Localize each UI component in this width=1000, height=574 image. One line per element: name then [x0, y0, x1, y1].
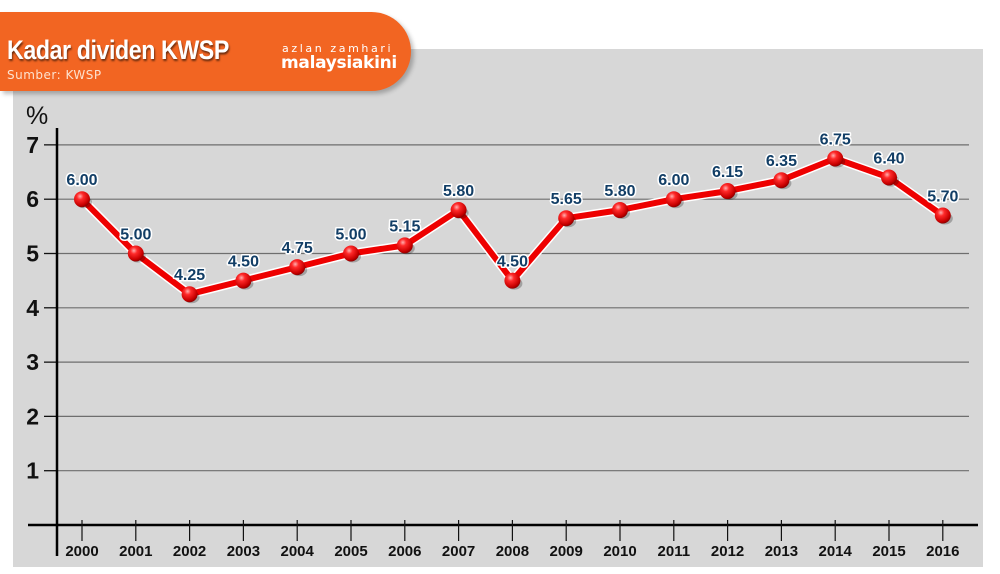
y-tick-label: 2: [26, 403, 39, 429]
data-label: 4.50: [228, 254, 259, 271]
data-point: [74, 191, 90, 208]
gridlines: [44, 144, 969, 472]
data-point: [235, 272, 252, 289]
data-label: 5.80: [443, 183, 474, 200]
data-point: [181, 286, 198, 303]
data-point: [289, 259, 306, 276]
data-point: [127, 245, 144, 262]
data-point: [450, 202, 467, 219]
data-label: 6.00: [66, 172, 97, 189]
y-tick-labels: 1 2 3 4 5 6 7: [26, 132, 39, 484]
x-tick-label: 2001: [119, 543, 152, 560]
x-tick-label: 2004: [281, 543, 315, 560]
data-point: [612, 202, 628, 219]
x-tick-label: 2011: [658, 543, 691, 560]
x-tick-label: 2002: [173, 543, 206, 560]
data-point: [719, 183, 736, 200]
data-point: [665, 191, 682, 208]
y-tick-label: 6: [26, 186, 39, 212]
data-label: 6.75: [820, 131, 851, 148]
chart-title: Kadar dividen KWSP: [7, 35, 229, 65]
data-point: [881, 169, 897, 186]
chart-source: Sumber: KWSP: [7, 68, 102, 82]
y-tick-label: 5: [26, 241, 39, 267]
axes: [28, 128, 978, 556]
x-tick-label: 2016: [926, 543, 959, 560]
x-tick-label: 2014: [819, 543, 853, 560]
x-tick-label: 2012: [711, 543, 744, 560]
data-points: [74, 150, 953, 304]
brand-logo: malaysiakini: [281, 53, 397, 73]
x-tick-label: 2008: [496, 543, 529, 560]
data-point: [343, 245, 359, 262]
data-label: 5.80: [604, 183, 635, 200]
data-label: 5.00: [335, 227, 366, 244]
x-tick-label: 2006: [388, 543, 421, 560]
x-tick-label: 2010: [603, 543, 636, 560]
data-point: [396, 237, 413, 254]
author-credit: azlan zamhari: [282, 42, 394, 55]
data-label: 5.65: [551, 191, 582, 208]
x-tick-labels: 2000 2001 2002 2003 2004 2005 2006 2007 2008 2009…: [65, 543, 959, 560]
x-tick-label: 2003: [227, 543, 260, 560]
data-point: [827, 150, 844, 167]
y-tick-label: 3: [26, 349, 39, 375]
data-label: 5.15: [389, 218, 420, 235]
data-label: 6.15: [712, 164, 743, 181]
x-tick-label: 2005: [334, 543, 367, 560]
x-tick-label: 2000: [65, 543, 98, 560]
data-label: 6.35: [766, 153, 797, 170]
data-label: 5.00: [120, 227, 151, 244]
data-label: 4.50: [497, 254, 528, 271]
data-label: 5.70: [927, 188, 958, 205]
data-label: 6.00: [658, 172, 689, 189]
data-point: [558, 210, 575, 227]
data-label: 4.25: [174, 267, 205, 284]
data-point: [934, 207, 951, 224]
x-tick-label: 2015: [872, 543, 905, 560]
data-label: 4.75: [282, 240, 313, 257]
data-label: 6.40: [873, 150, 904, 167]
y-axis-unit: %: [26, 102, 48, 130]
y-tick-label: 4: [26, 295, 39, 321]
data-point: [773, 172, 790, 189]
y-tick-label: 1: [26, 458, 39, 484]
title-banner: Kadar dividen KWSP Sumber: KWSP azlan za…: [0, 12, 411, 91]
y-tick-label: 7: [26, 132, 39, 158]
data-point: [504, 272, 521, 289]
x-tick-label: 2013: [765, 543, 798, 560]
data-labels: 6.00 5.00 4.25 4.50 4.75 5.00 5.15 5.80 4.50 5.65…: [65, 130, 960, 286]
x-tick-label: 2009: [550, 543, 583, 560]
x-tick-label: 2007: [442, 543, 475, 560]
